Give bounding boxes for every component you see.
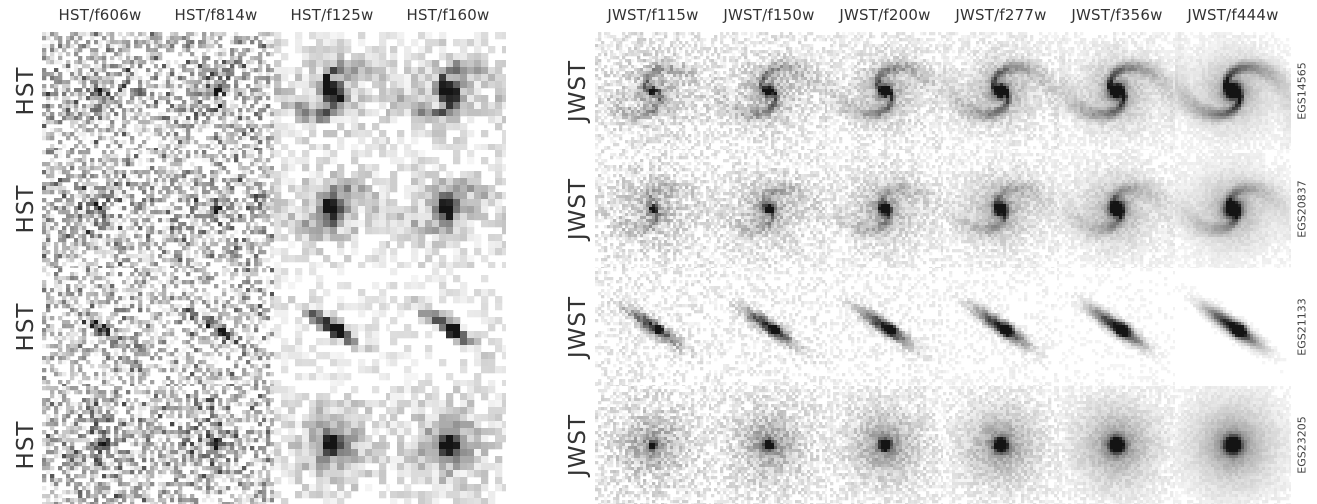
column-header-jwst: JWST/f115w (595, 6, 711, 24)
galaxy-cutout-image (390, 32, 506, 150)
row-label-hst: HST (13, 185, 39, 234)
galaxy-cutout-image (827, 32, 943, 150)
row-label-hst: HST (13, 303, 39, 352)
column-header-hst: HST/f606w (42, 6, 158, 24)
galaxy-cutout-image (42, 386, 158, 504)
galaxy-cutout-image (711, 32, 827, 150)
galaxy-cutout-image (1059, 150, 1175, 268)
galaxy-cutout-image (390, 268, 506, 386)
row-label-jwst: JWST (565, 178, 591, 240)
galaxy-cutout-image (42, 32, 158, 150)
galaxy-cutout-image (943, 32, 1059, 150)
galaxy-cutout-image (390, 150, 506, 268)
galaxy-cutout-image (943, 268, 1059, 386)
galaxy-cutout-image (711, 386, 827, 504)
galaxy-cutout-image (158, 32, 274, 150)
column-header-hst: HST/f814w (158, 6, 274, 24)
galaxy-cutout-image (1059, 386, 1175, 504)
galaxy-cutout-image (1175, 386, 1291, 504)
galaxy-cutout-image (711, 150, 827, 268)
column-header-jwst: JWST/f444w (1175, 6, 1291, 24)
galaxy-cutout-image (158, 386, 274, 504)
galaxy-cutout-image (595, 268, 711, 386)
galaxy-cutout-image (711, 268, 827, 386)
row-label-jwst: JWST (565, 60, 591, 122)
column-header-jwst: JWST/f150w (711, 6, 827, 24)
column-header-hst: HST/f125w (274, 6, 390, 24)
row-label-jwst: JWST (565, 414, 591, 476)
galaxy-cutout-image (943, 386, 1059, 504)
row-label-jwst: JWST (565, 296, 591, 358)
galaxy-cutout-image (274, 268, 390, 386)
galaxy-id-label: EGS14565 (1296, 62, 1309, 119)
row-label-hst: HST (13, 421, 39, 470)
column-header-jwst: JWST/f277w (943, 6, 1059, 24)
galaxy-cutout-image (1175, 32, 1291, 150)
galaxy-cutout-image (158, 150, 274, 268)
galaxy-cutout-image (1175, 150, 1291, 268)
galaxy-cutout-image (827, 386, 943, 504)
galaxy-cutout-image (1175, 268, 1291, 386)
galaxy-cutout-image (274, 150, 390, 268)
galaxy-cutout-image (158, 268, 274, 386)
row-label-hst: HST (13, 67, 39, 116)
galaxy-cutout-image (827, 150, 943, 268)
galaxy-id-label: EGS23205 (1296, 416, 1309, 473)
galaxy-cutout-image (42, 150, 158, 268)
galaxy-cutout-image (274, 32, 390, 150)
galaxy-cutout-image (390, 386, 506, 504)
column-header-jwst: JWST/f200w (827, 6, 943, 24)
galaxy-cutout-image (595, 32, 711, 150)
galaxy-cutout-image (595, 150, 711, 268)
galaxy-id-label: EGS21133 (1296, 298, 1309, 355)
galaxy-cutout-image (274, 386, 390, 504)
galaxy-id-label: EGS20837 (1296, 180, 1309, 237)
galaxy-cutout-image (1059, 268, 1175, 386)
galaxy-cutout-image (943, 150, 1059, 268)
column-header-jwst: JWST/f356w (1059, 6, 1175, 24)
column-header-hst: HST/f160w (390, 6, 506, 24)
galaxy-cutout-image (42, 268, 158, 386)
galaxy-cutout-image (1059, 32, 1175, 150)
galaxy-cutout-image (827, 268, 943, 386)
galaxy-cutout-image (595, 386, 711, 504)
